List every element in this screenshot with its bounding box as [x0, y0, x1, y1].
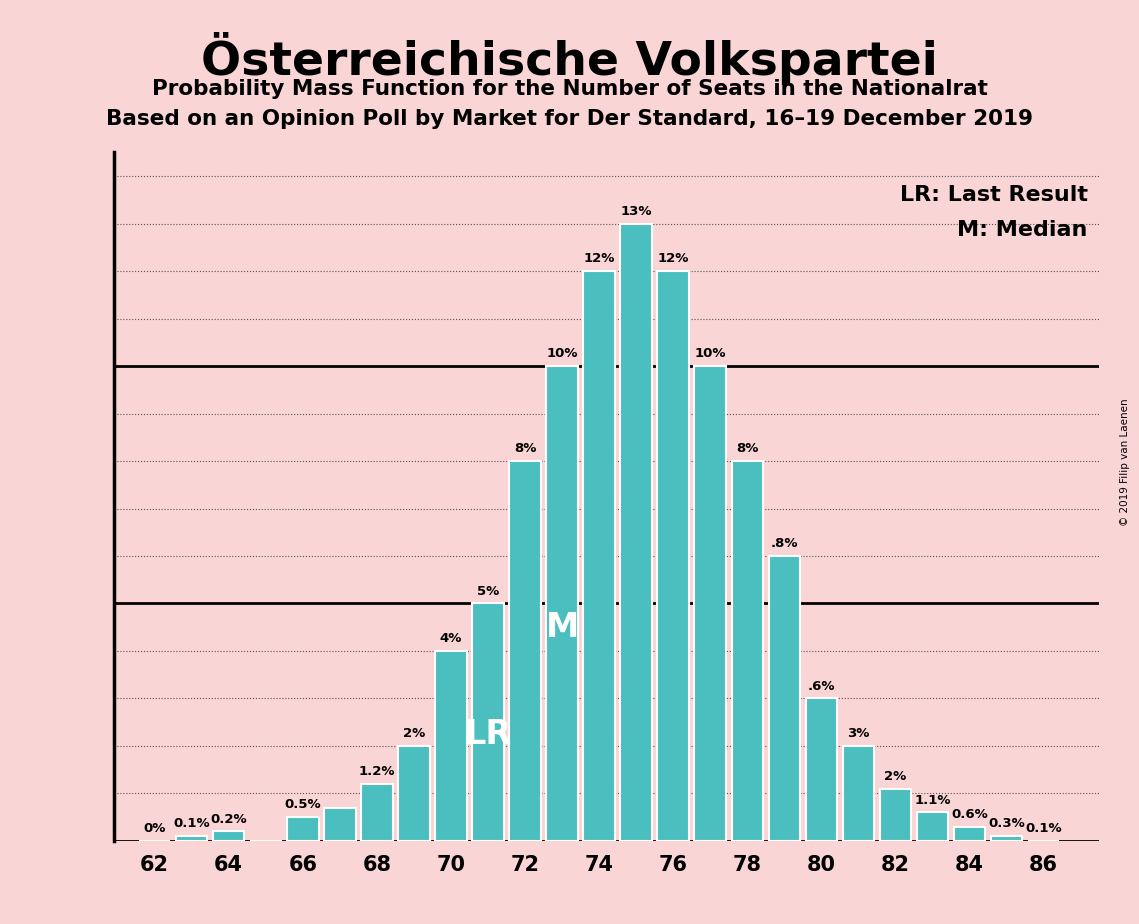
- Bar: [175, 836, 207, 841]
- Text: 8%: 8%: [736, 443, 759, 456]
- Bar: [953, 827, 985, 841]
- Bar: [213, 832, 245, 841]
- Text: M: Median: M: Median: [958, 220, 1088, 240]
- Bar: [879, 788, 911, 841]
- Text: 2%: 2%: [884, 770, 907, 783]
- Text: 0%: 0%: [144, 822, 166, 835]
- Bar: [509, 461, 541, 841]
- Text: © 2019 Filip van Laenen: © 2019 Filip van Laenen: [1121, 398, 1130, 526]
- Text: 1.2%: 1.2%: [359, 765, 395, 778]
- Text: 12%: 12%: [657, 252, 689, 265]
- Text: 0.2%: 0.2%: [211, 812, 247, 826]
- Text: 13%: 13%: [621, 205, 652, 218]
- Text: 5%: 5%: [477, 585, 499, 598]
- Text: 12%: 12%: [583, 252, 615, 265]
- Bar: [917, 812, 948, 841]
- Bar: [657, 271, 689, 841]
- Bar: [547, 366, 577, 841]
- Text: 0.6%: 0.6%: [951, 808, 988, 821]
- Text: 1.1%: 1.1%: [915, 794, 951, 807]
- Bar: [621, 224, 652, 841]
- Bar: [361, 784, 393, 841]
- Text: 0.1%: 0.1%: [1025, 822, 1062, 835]
- Text: Österreichische Volkspartei: Österreichische Volkspartei: [202, 32, 937, 85]
- Text: 0.5%: 0.5%: [285, 798, 321, 811]
- Text: .6%: .6%: [808, 680, 835, 693]
- Text: 8%: 8%: [514, 443, 536, 456]
- Text: 2%: 2%: [403, 727, 425, 740]
- Bar: [843, 746, 874, 841]
- Bar: [325, 808, 355, 841]
- Text: 10%: 10%: [695, 347, 726, 360]
- Bar: [435, 650, 467, 841]
- Bar: [399, 746, 429, 841]
- Text: Based on an Opinion Poll by Market for Der Standard, 16–19 December 2019: Based on an Opinion Poll by Market for D…: [106, 109, 1033, 129]
- Text: 0.3%: 0.3%: [989, 818, 1025, 831]
- Text: 4%: 4%: [440, 632, 462, 645]
- Bar: [287, 817, 319, 841]
- Bar: [695, 366, 726, 841]
- Bar: [991, 836, 1023, 841]
- Bar: [731, 461, 763, 841]
- Text: LR: LR: [465, 718, 511, 750]
- Text: LR: Last Result: LR: Last Result: [900, 185, 1088, 205]
- Text: 0.1%: 0.1%: [173, 818, 210, 831]
- Text: 10%: 10%: [547, 347, 577, 360]
- Bar: [583, 271, 615, 841]
- Text: .8%: .8%: [771, 537, 798, 551]
- Bar: [805, 699, 837, 841]
- Bar: [769, 556, 800, 841]
- Text: M: M: [546, 611, 579, 644]
- Text: 3%: 3%: [847, 727, 869, 740]
- Bar: [473, 603, 503, 841]
- Text: Probability Mass Function for the Number of Seats in the Nationalrat: Probability Mass Function for the Number…: [151, 79, 988, 99]
